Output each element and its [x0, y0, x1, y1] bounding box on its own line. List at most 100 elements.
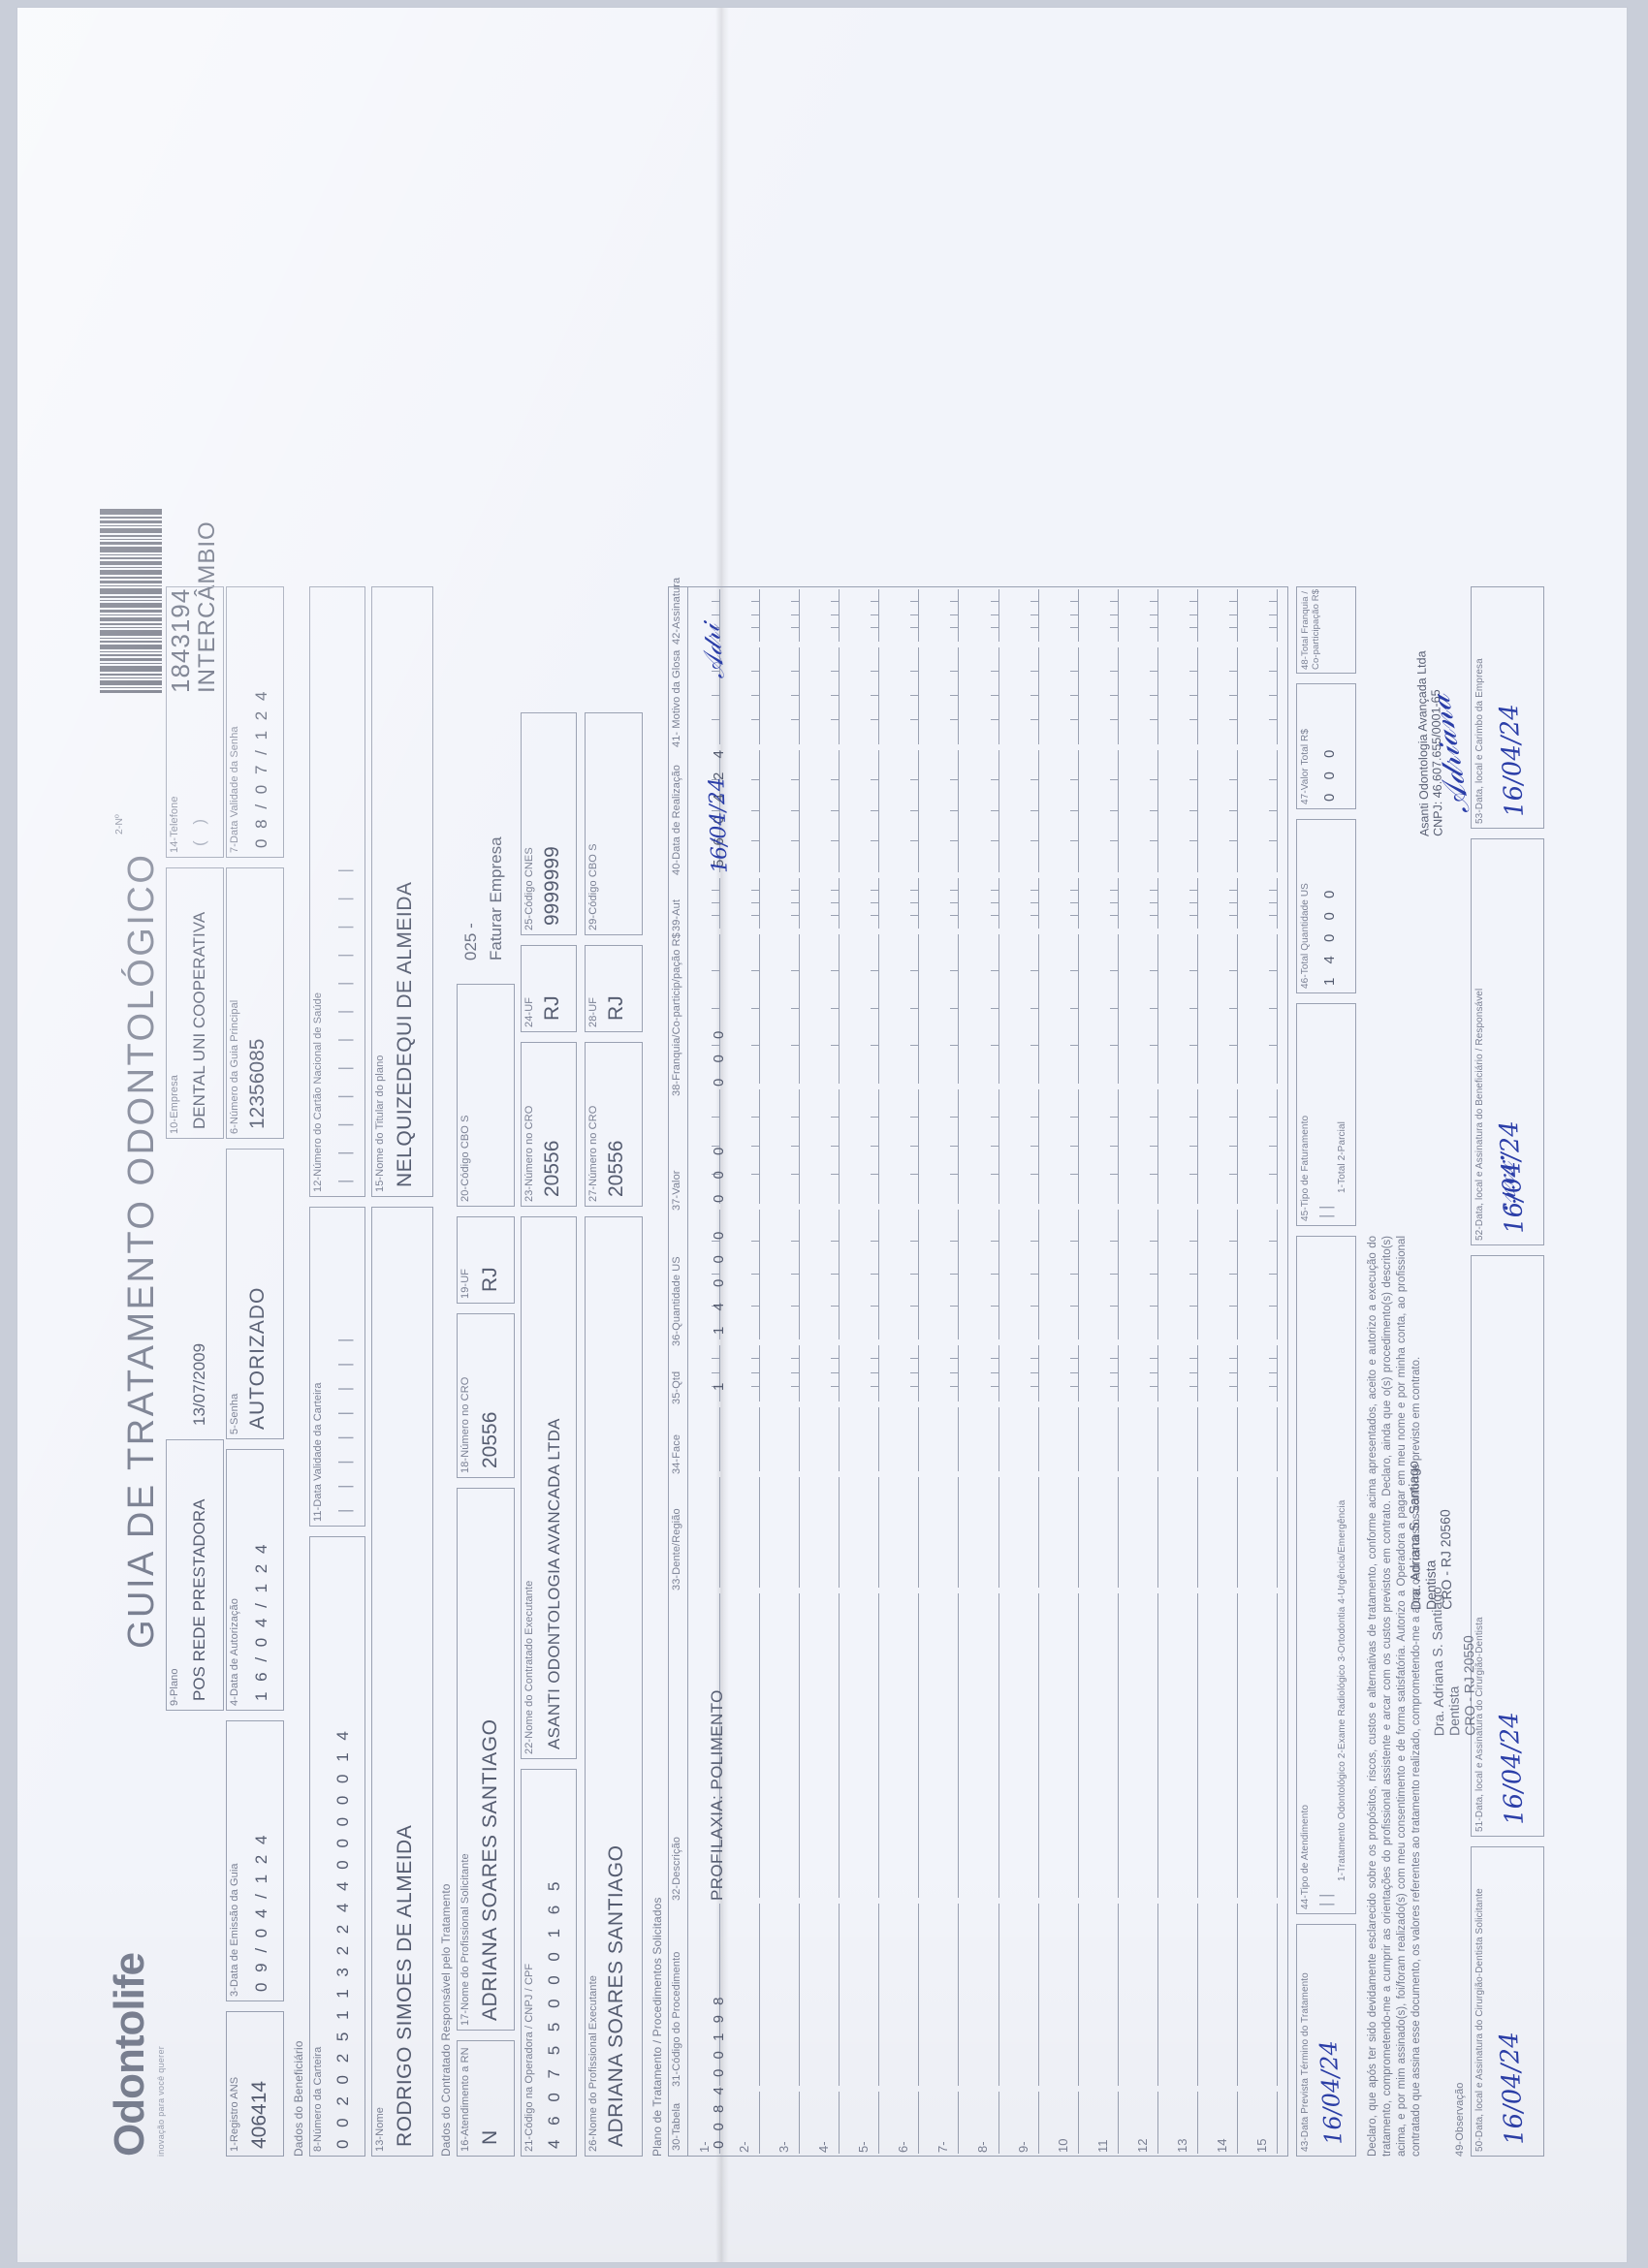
table-cell[interactable]	[759, 934, 761, 1084]
table-cell[interactable]	[958, 934, 960, 1084]
table-cell[interactable]	[958, 1593, 960, 1898]
table-cell[interactable]	[998, 1477, 999, 1588]
table-cell[interactable]	[799, 1904, 801, 2086]
table-cell[interactable]	[918, 2092, 920, 2154]
table-cell[interactable]	[1236, 2092, 1238, 2154]
table-cell[interactable]	[799, 1089, 801, 1204]
table-cell[interactable]	[878, 1089, 880, 1204]
table-cell[interactable]	[1276, 1089, 1278, 1204]
table-cell[interactable]	[1236, 589, 1238, 642]
table-row[interactable]: 5-	[850, 586, 890, 2157]
table-cell[interactable]	[799, 750, 801, 872]
table-cell[interactable]	[1196, 647, 1198, 744]
table-cell[interactable]	[1236, 878, 1238, 929]
table-cell[interactable]	[799, 1593, 801, 1898]
table-cell[interactable]	[1077, 878, 1079, 929]
table-row[interactable]: 9-	[1010, 586, 1050, 2157]
table-cell[interactable]	[1236, 1210, 1238, 1339]
table-row[interactable]: 3-	[771, 586, 810, 2157]
table-row[interactable]: 12	[1129, 586, 1169, 2157]
table-cell[interactable]	[918, 1210, 920, 1339]
table-cell[interactable]	[918, 647, 920, 744]
table-cell[interactable]	[1236, 1407, 1238, 1471]
table-cell[interactable]	[1276, 878, 1278, 929]
table-cell[interactable]	[918, 1593, 920, 1898]
table-row[interactable]: 7-	[930, 586, 969, 2157]
table-cell[interactable]	[958, 1210, 960, 1339]
table-cell[interactable]	[759, 1210, 761, 1339]
table-cell[interactable]	[998, 934, 999, 1084]
table-cell[interactable]	[1276, 750, 1278, 872]
table-cell[interactable]	[719, 1345, 721, 1402]
table-cell[interactable]	[998, 750, 999, 872]
table-row[interactable]: 8-	[969, 586, 1009, 2157]
table-cell[interactable]	[1077, 1345, 1079, 1402]
table-cell[interactable]	[998, 1904, 999, 2086]
table-cell[interactable]	[1276, 1477, 1278, 1588]
table-cell[interactable]	[998, 2092, 999, 2154]
table-cell[interactable]	[1157, 2092, 1158, 2154]
table-cell[interactable]	[918, 878, 920, 929]
table-cell[interactable]	[878, 1904, 880, 2086]
table-cell[interactable]	[759, 589, 761, 642]
table-cell[interactable]	[1117, 2092, 1119, 2154]
table-cell[interactable]	[878, 2092, 880, 2154]
table-cell[interactable]	[1276, 1210, 1278, 1339]
table-cell[interactable]	[719, 878, 721, 929]
table-cell[interactable]	[839, 878, 840, 929]
table-cell[interactable]	[1196, 750, 1198, 872]
table-cell[interactable]	[878, 1210, 880, 1339]
table-cell[interactable]	[1117, 750, 1119, 872]
table-cell[interactable]	[918, 1477, 920, 1588]
table-cell[interactable]	[918, 1407, 920, 1471]
table-cell[interactable]	[1196, 878, 1198, 929]
table-cell[interactable]	[839, 1407, 840, 1471]
table-cell[interactable]	[958, 1089, 960, 1204]
table-cell[interactable]	[799, 1477, 801, 1588]
table-cell[interactable]	[1276, 1593, 1278, 1898]
table-cell[interactable]	[759, 750, 761, 872]
table-cell[interactable]	[1037, 1593, 1039, 1898]
table-cell[interactable]	[918, 1904, 920, 2086]
table-cell[interactable]	[799, 934, 801, 1084]
table-cell[interactable]	[1276, 1345, 1278, 1402]
table-cell[interactable]	[799, 589, 801, 642]
table-cell[interactable]	[998, 1407, 999, 1471]
table-cell[interactable]	[918, 934, 920, 1084]
table-cell[interactable]	[1276, 647, 1278, 744]
table-cell[interactable]	[1196, 2092, 1198, 2154]
table-cell[interactable]	[878, 647, 880, 744]
table-cell[interactable]	[1196, 1477, 1198, 1588]
table-cell[interactable]	[1236, 1593, 1238, 1898]
table-cell[interactable]	[1157, 1210, 1158, 1339]
table-cell[interactable]	[1037, 647, 1039, 744]
table-cell[interactable]	[958, 1904, 960, 2086]
table-cell[interactable]	[878, 1593, 880, 1898]
table-cell[interactable]	[878, 750, 880, 872]
table-cell[interactable]	[878, 1407, 880, 1471]
table-row[interactable]: 10	[1050, 586, 1090, 2157]
table-cell[interactable]	[1236, 647, 1238, 744]
table-cell[interactable]	[1276, 934, 1278, 1084]
table-cell[interactable]	[1117, 589, 1119, 642]
table-cell[interactable]	[958, 647, 960, 744]
table-cell[interactable]	[759, 1904, 761, 2086]
table-row[interactable]: 2-	[731, 586, 771, 2157]
table-cell[interactable]	[759, 1593, 761, 1898]
table-cell[interactable]	[958, 750, 960, 872]
table-cell[interactable]	[1276, 589, 1278, 642]
table-cell[interactable]	[839, 934, 840, 1084]
table-cell[interactable]	[1196, 1210, 1198, 1339]
table-cell[interactable]	[918, 589, 920, 642]
table-row[interactable]: 15	[1249, 586, 1288, 2157]
table-cell[interactable]	[1236, 934, 1238, 1084]
table-cell[interactable]	[799, 878, 801, 929]
table-cell[interactable]	[799, 1407, 801, 1471]
table-cell[interactable]	[1077, 1904, 1079, 2086]
table-cell[interactable]	[1077, 647, 1079, 744]
table-cell[interactable]	[878, 589, 880, 642]
table-cell[interactable]	[878, 934, 880, 1084]
table-cell[interactable]	[958, 589, 960, 642]
table-cell[interactable]	[1157, 878, 1158, 929]
table-cell[interactable]	[998, 589, 999, 642]
